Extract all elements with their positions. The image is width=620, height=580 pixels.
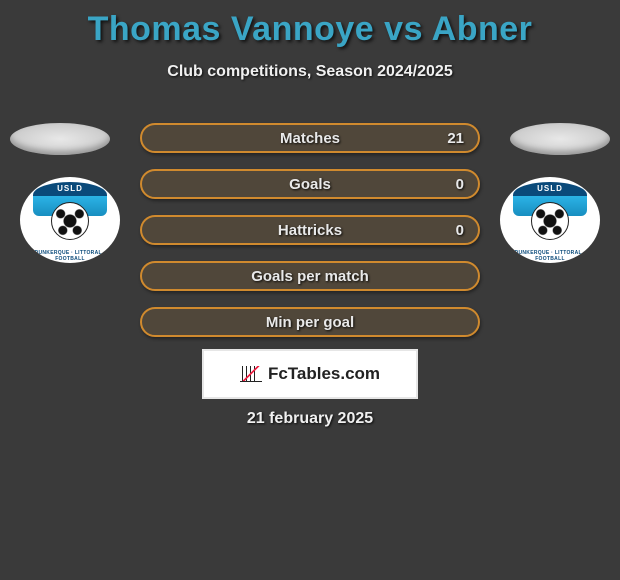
stats-rows: Matches21Goals0Hattricks0Goals per match… (140, 123, 480, 353)
watermark-text: FcTables.com (268, 364, 380, 384)
stat-row: Goals0 (140, 169, 480, 199)
badge-top-text: USLD (513, 182, 587, 196)
club-badge-right: USLD DUNKERQUE · LITTORAL · FOOTBALL (500, 177, 600, 263)
page-title: Thomas Vannoye vs Abner (0, 0, 620, 49)
stat-label: Matches (142, 130, 478, 147)
stat-row: Goals per match (140, 261, 480, 291)
club-badge-left: USLD DUNKERQUE · LITTORAL · FOOTBALL (20, 177, 120, 263)
chart-icon (240, 366, 262, 382)
subtitle: Club competitions, Season 2024/2025 (0, 63, 620, 81)
date-text: 21 february 2025 (0, 410, 620, 428)
badge-bottom-text: DUNKERQUE · LITTORAL · FOOTBALL (510, 250, 590, 262)
stat-row: Hattricks0 (140, 215, 480, 245)
player-silhouette-left (10, 123, 110, 155)
stat-row: Matches21 (140, 123, 480, 153)
stat-value-right: 0 (456, 222, 464, 239)
badge-bottom-text: DUNKERQUE · LITTORAL · FOOTBALL (30, 250, 110, 262)
stat-label: Hattricks (142, 222, 478, 239)
stat-label: Min per goal (142, 314, 478, 331)
soccer-ball-icon (51, 202, 89, 240)
stat-label: Goals per match (142, 268, 478, 285)
comparison-card: Thomas Vannoye vs Abner Club competition… (0, 0, 620, 580)
soccer-ball-icon (531, 202, 569, 240)
badge-inner: USLD DUNKERQUE · LITTORAL · FOOTBALL (512, 182, 588, 258)
stat-value-right: 21 (447, 130, 464, 147)
watermark: FcTables.com (202, 349, 418, 399)
stat-value-right: 0 (456, 176, 464, 193)
badge-top-text: USLD (33, 182, 107, 196)
player-silhouette-right (510, 123, 610, 155)
badge-inner: USLD DUNKERQUE · LITTORAL · FOOTBALL (32, 182, 108, 258)
stat-row: Min per goal (140, 307, 480, 337)
stat-label: Goals (142, 176, 478, 193)
